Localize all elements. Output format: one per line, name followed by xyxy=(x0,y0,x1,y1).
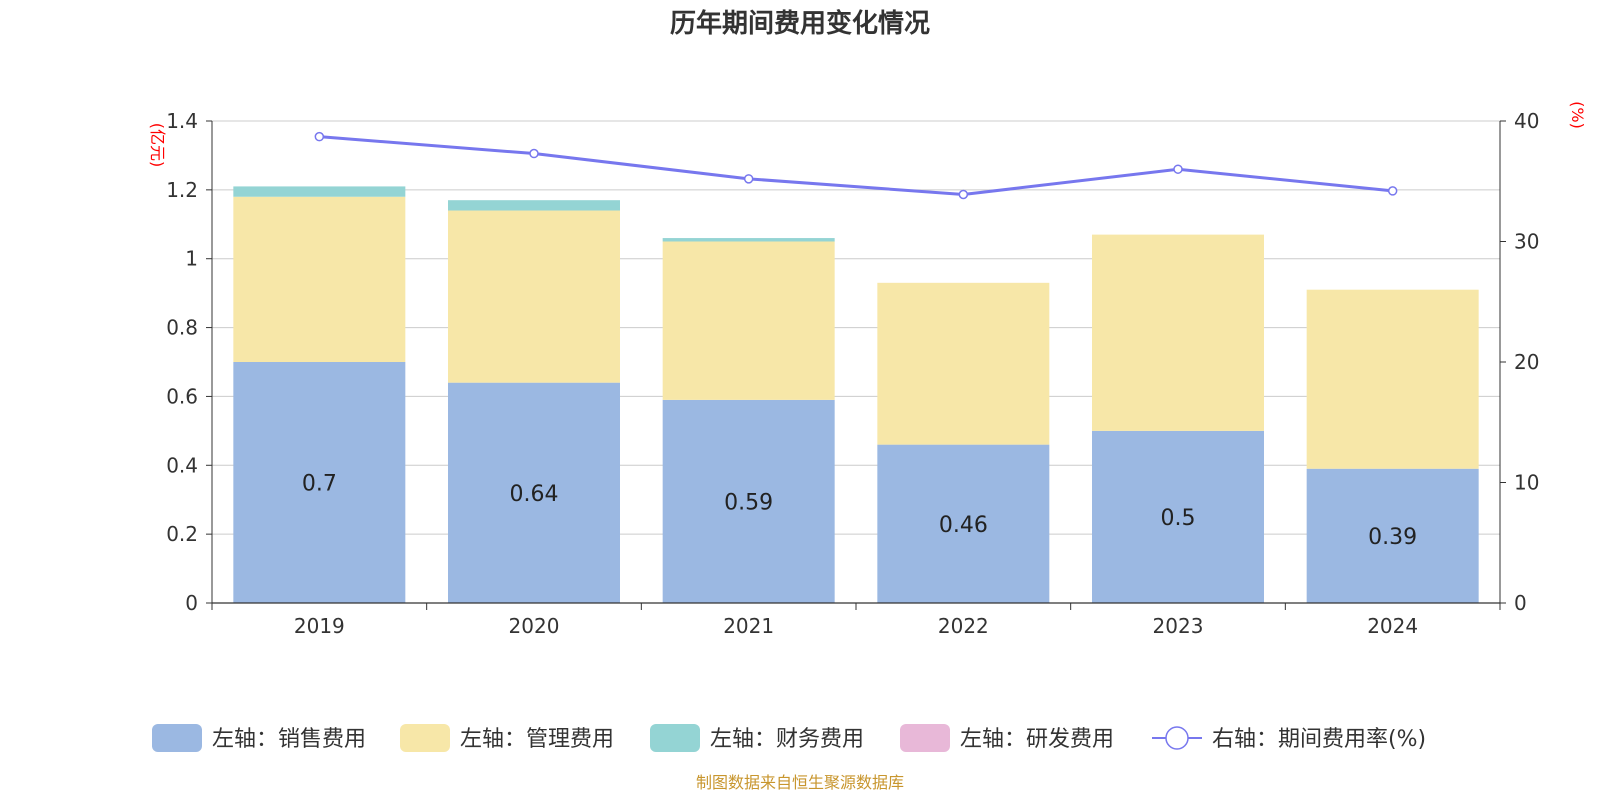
bar-segment xyxy=(1092,430,1264,603)
bar-segment xyxy=(233,196,406,362)
legend-item: 右轴：期间费用率(%) xyxy=(1152,726,1426,752)
left-tick-label: 0 xyxy=(185,591,198,615)
bars-layer: 0.7 0.64 0.59 0.46 0.5 0.39 xyxy=(233,186,1479,603)
legend-swatch xyxy=(900,724,950,752)
left-tick-label: 0.8 xyxy=(166,316,198,340)
legend-label: 左轴：管理费用 xyxy=(460,727,614,752)
rate-point xyxy=(958,189,969,200)
rate-point xyxy=(314,131,325,142)
right-tick-label: 10 xyxy=(1514,471,1539,495)
axes-layer: 0 0.2 0.4 0.6 0.8 1 1.2 1.4 0 10 20 30 40 2019 2020 202… xyxy=(166,109,1539,638)
legend-swatch xyxy=(400,724,450,752)
bar-segment xyxy=(1092,234,1264,431)
left-tick-label: 1.4 xyxy=(166,109,198,133)
rate-point xyxy=(529,148,539,159)
left-axis-unit: (亿元) xyxy=(148,123,167,168)
legend-label: 左轴：财务费用 xyxy=(710,727,864,752)
legend: 左轴：销售费用 左轴：管理费用 左轴：财务费用 左轴：研发费用 右轴：期间费用率(%) xyxy=(152,724,1426,752)
x-tick-label: 2024 xyxy=(1367,614,1418,638)
legend-marker xyxy=(1165,726,1189,750)
legend-swatch xyxy=(650,724,700,752)
bar-data-label: 0.64 xyxy=(510,482,559,507)
legend-label: 左轴：销售费用 xyxy=(212,727,366,752)
legend-item: 左轴：管理费用 xyxy=(400,724,614,752)
right-axis-unit: (%) xyxy=(1568,101,1587,129)
bar-segment xyxy=(662,241,835,400)
right-tick-label: 30 xyxy=(1514,230,1539,254)
bar-data-label: 0.5 xyxy=(1161,506,1196,531)
rate-point xyxy=(1173,164,1183,174)
bar-segment xyxy=(662,399,835,603)
x-tick-label: 2020 xyxy=(509,614,560,638)
chart-title: 历年期间费用变化情况 xyxy=(670,8,930,39)
bar-segment xyxy=(233,362,406,603)
bar-data-label: 0.46 xyxy=(939,513,988,538)
rate-line-layer xyxy=(314,131,1398,200)
bar-data-label: 0.39 xyxy=(1368,525,1417,550)
rate-point xyxy=(743,174,754,184)
bar-segment xyxy=(233,186,406,197)
bar-segment xyxy=(1306,468,1479,603)
bar-segment xyxy=(877,444,1050,603)
legend-item: 左轴：研发费用 xyxy=(900,724,1114,752)
x-tick-label: 2019 xyxy=(294,614,345,638)
left-tick-label: 0.4 xyxy=(166,453,198,477)
legend-label: 右轴：期间费用率(%) xyxy=(1212,727,1426,752)
source-note: 制图数据来自恒生聚源数据库 xyxy=(696,773,904,792)
left-tick-label: 1 xyxy=(185,247,198,271)
legend-item: 左轴：财务费用 xyxy=(650,724,864,752)
x-tick-label: 2022 xyxy=(938,614,989,638)
left-tick-label: 0.2 xyxy=(166,522,198,546)
x-tick-label: 2023 xyxy=(1153,614,1204,638)
right-tick-label: 0 xyxy=(1514,591,1527,615)
legend-swatch xyxy=(152,724,202,752)
bar-segment xyxy=(448,200,620,211)
x-tick-label: 2021 xyxy=(723,614,774,638)
right-tick-label: 40 xyxy=(1514,109,1539,133)
legend-label: 左轴：研发费用 xyxy=(960,727,1114,752)
rate-point xyxy=(1387,186,1398,196)
rate-line xyxy=(319,135,1393,197)
bar-data-label: 0.7 xyxy=(302,472,337,497)
left-tick-label: 0.6 xyxy=(166,384,198,408)
bar-segment xyxy=(662,238,835,242)
bar-segment xyxy=(877,282,1050,445)
bar-segment xyxy=(1306,289,1479,469)
gridlines xyxy=(212,120,1500,535)
legend-item: 左轴：销售费用 xyxy=(152,724,366,752)
left-tick-label: 1.2 xyxy=(166,178,198,202)
bar-data-label: 0.59 xyxy=(724,490,773,515)
bar-segment xyxy=(448,210,620,383)
right-tick-label: 20 xyxy=(1514,350,1539,374)
bar-segment xyxy=(448,382,620,603)
